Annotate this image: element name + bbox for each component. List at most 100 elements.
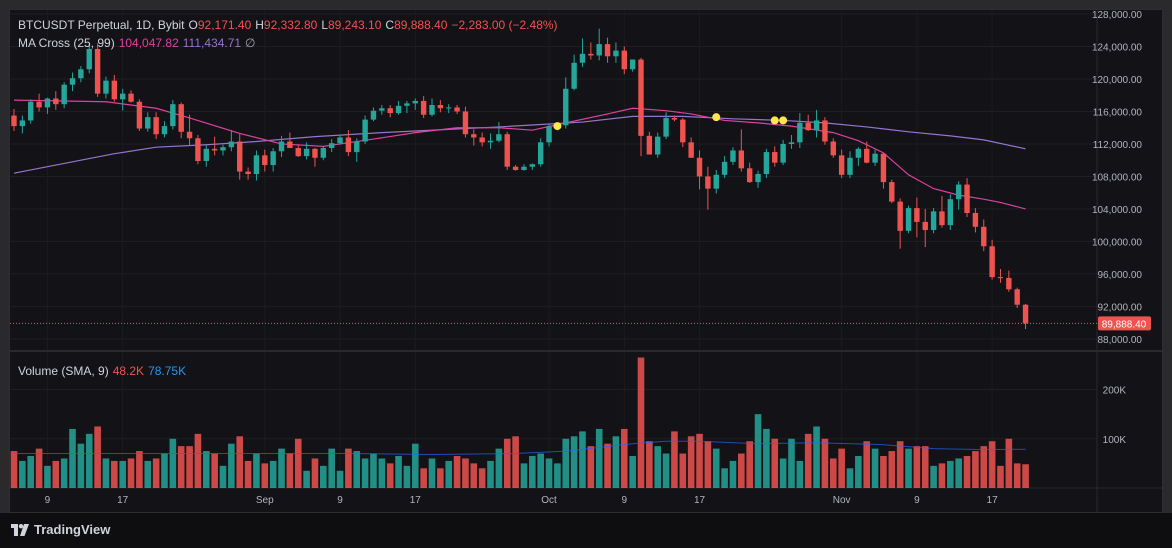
candle-body — [437, 104, 444, 109]
candle-body — [345, 137, 352, 153]
volume-bar — [211, 453, 218, 488]
candle — [161, 121, 168, 138]
candle-body — [220, 147, 226, 151]
candle-body — [479, 137, 485, 143]
volume-bar — [913, 446, 921, 488]
candle-body — [546, 126, 552, 143]
candle — [596, 28, 602, 61]
candle-body — [153, 117, 159, 135]
volume-bar — [779, 458, 787, 488]
volume-bar — [411, 443, 419, 488]
candle — [872, 149, 878, 166]
candle — [295, 144, 301, 157]
volume-bar — [10, 451, 18, 488]
candle-body — [905, 208, 912, 231]
volume-bar — [796, 460, 804, 488]
candle-body — [1006, 277, 1012, 290]
candle — [604, 37, 611, 63]
candle — [437, 100, 444, 113]
candle — [479, 132, 485, 147]
volume-bar — [503, 438, 511, 488]
volume-bars — [10, 357, 1029, 488]
tradingview-logo[interactable]: TradingView — [11, 522, 110, 537]
candle — [186, 114, 193, 146]
candle — [813, 109, 820, 138]
candle — [44, 97, 51, 114]
volume-bar — [545, 458, 553, 488]
volume-bar — [94, 426, 101, 488]
ma-legend-name[interactable]: MA Cross (25, 99) — [18, 36, 115, 50]
price-axis[interactable]: 128,000.00 124,000.00 120,000.00 116,000.00… — [1092, 10, 1142, 346]
candle — [847, 151, 853, 179]
candle — [412, 98, 418, 110]
candle-body — [713, 174, 719, 189]
ma-legend[interactable]: MA Cross (25, 99) 104,047.82 111,434.71 ∅ — [18, 36, 260, 50]
candle — [370, 107, 377, 122]
hide-icon[interactable]: ∅ — [245, 36, 256, 50]
candle-body — [755, 174, 761, 183]
time-tick-label: 9 — [45, 495, 51, 506]
price-tick-label: 116,000.00 — [1093, 107, 1143, 118]
volume-axis[interactable]: 200K 100K — [1103, 386, 1127, 446]
candle-body — [880, 153, 887, 183]
candle-body — [487, 140, 494, 143]
candle-body — [730, 150, 736, 162]
candle-body — [688, 142, 694, 158]
candle — [537, 138, 544, 167]
volume-bar — [896, 441, 904, 488]
symbol-legend[interactable]: BTCUSDT Perpetual, 1D, Bybit O92,171.40 H9… — [18, 18, 562, 32]
candle — [864, 141, 870, 164]
candle-body — [429, 104, 435, 115]
volume-bar — [77, 443, 85, 488]
time-tick-label: Oct — [541, 495, 557, 506]
candle-body — [604, 44, 611, 57]
candle-body — [496, 134, 502, 141]
volume-legend[interactable]: Volume (SMA, 9) 48.2K 78.75K — [18, 364, 190, 378]
change-value: −2,283.00 (−2.48%) — [451, 18, 558, 32]
volume-bar — [269, 460, 277, 488]
candle — [889, 179, 895, 204]
time-tick-label: 9 — [621, 495, 627, 506]
symbol-title[interactable]: BTCUSDT Perpetual, 1D, Bybit — [18, 18, 185, 32]
volume-bar — [921, 446, 929, 488]
time-tick-label: 17 — [694, 495, 706, 506]
candle-body — [178, 104, 184, 132]
candle — [571, 54, 577, 91]
candle — [404, 100, 410, 114]
candle — [103, 76, 109, 99]
candle-body — [872, 153, 878, 163]
chart-frame[interactable]: 128,000.00 124,000.00 120,000.00 116,000.00… — [9, 9, 1163, 513]
candle — [487, 133, 494, 149]
candle — [178, 102, 184, 139]
candle — [972, 208, 979, 233]
volume-bar — [303, 470, 310, 488]
candle — [579, 38, 586, 67]
candle — [981, 219, 987, 252]
candle — [763, 148, 770, 179]
candle — [504, 131, 510, 170]
volume-bar — [119, 460, 126, 488]
candle — [245, 167, 251, 180]
candle-body — [964, 184, 970, 213]
time-axis[interactable]: 9 17 Sep 9 17 Oct 9 17 Nov 9 17 — [45, 495, 998, 506]
volume-bar — [754, 414, 762, 488]
candle-body — [19, 120, 26, 127]
candle-body — [788, 142, 795, 144]
volume-legend-name[interactable]: Volume (SMA, 9) — [18, 364, 109, 378]
candle — [680, 117, 686, 148]
volume-bar — [646, 441, 653, 488]
time-tick-label: 17 — [117, 495, 129, 506]
volume-bar — [604, 443, 611, 488]
candle-body — [370, 110, 377, 120]
candle — [153, 112, 159, 140]
volume-bar — [671, 431, 678, 488]
price-tick-label: 108,000.00 — [1092, 172, 1142, 183]
candle — [1014, 287, 1020, 308]
tradingview-logo-icon — [11, 523, 29, 536]
candle — [613, 42, 619, 63]
volume-bar — [27, 456, 35, 488]
candle-body — [295, 148, 301, 157]
candle-body — [705, 176, 711, 189]
chart-canvas[interactable]: 128,000.00 124,000.00 120,000.00 116,000.00… — [10, 10, 1163, 513]
volume-bar — [1022, 464, 1029, 488]
